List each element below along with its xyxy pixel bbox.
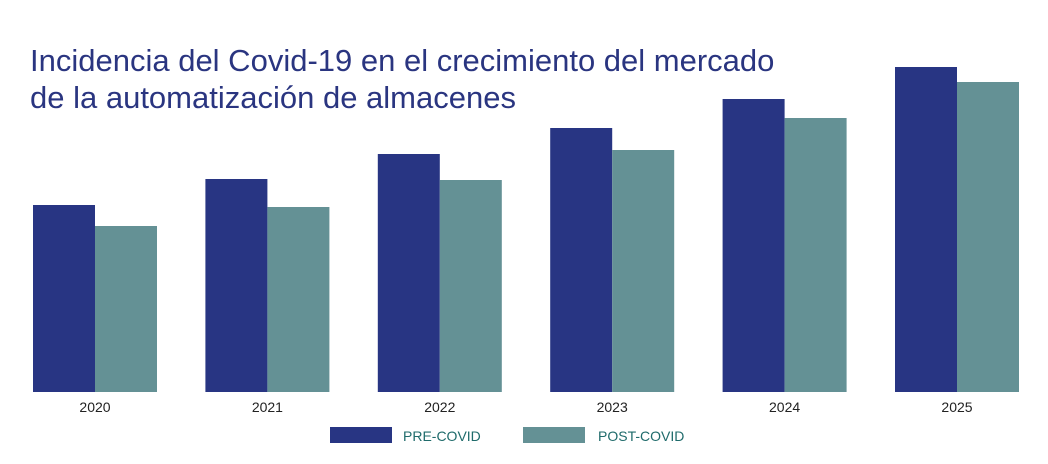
bar-pre-covid-2025	[895, 67, 957, 392]
bar-post-covid-2022	[439, 180, 502, 392]
x-tick-label-2023: 2023	[597, 399, 628, 415]
chart-title-line-2: de la automatización de almacenes	[30, 80, 516, 115]
legend-swatch-pre-covid	[330, 427, 392, 443]
legend: PRE-COVID POST-COVID	[330, 427, 684, 444]
bar-post-covid-2023	[612, 150, 675, 392]
chart-title: Incidencia del Covid-19 en el crecimient…	[30, 42, 774, 116]
bar-post-covid-2025	[957, 82, 1019, 392]
bar-post-covid-2024	[784, 118, 847, 392]
bar-pre-covid-2023	[550, 128, 613, 392]
legend-label-post-covid: POST-COVID	[598, 428, 684, 444]
x-tick-label-2024: 2024	[769, 399, 800, 415]
bar-post-covid-2021	[267, 207, 330, 392]
x-tick-label-2021: 2021	[252, 399, 283, 415]
bar-pre-covid-2024	[722, 99, 785, 392]
legend-swatch-post-covid	[523, 427, 585, 443]
chart-title-line-1: Incidencia del Covid-19 en el crecimient…	[30, 43, 775, 78]
bar-pre-covid-2022	[377, 154, 440, 392]
x-tick-label-2022: 2022	[424, 399, 455, 415]
x-tick-label-2020: 2020	[79, 399, 110, 415]
bar-post-covid-2020	[95, 226, 157, 392]
x-axis-ticks: 2020 2021 2022 2023 2024 2025	[79, 399, 972, 415]
bar-pre-covid-2020	[33, 205, 95, 392]
legend-label-pre-covid: PRE-COVID	[403, 428, 481, 444]
bars-group	[33, 67, 1019, 392]
x-tick-label-2025: 2025	[941, 399, 972, 415]
bar-pre-covid-2021	[205, 179, 268, 392]
